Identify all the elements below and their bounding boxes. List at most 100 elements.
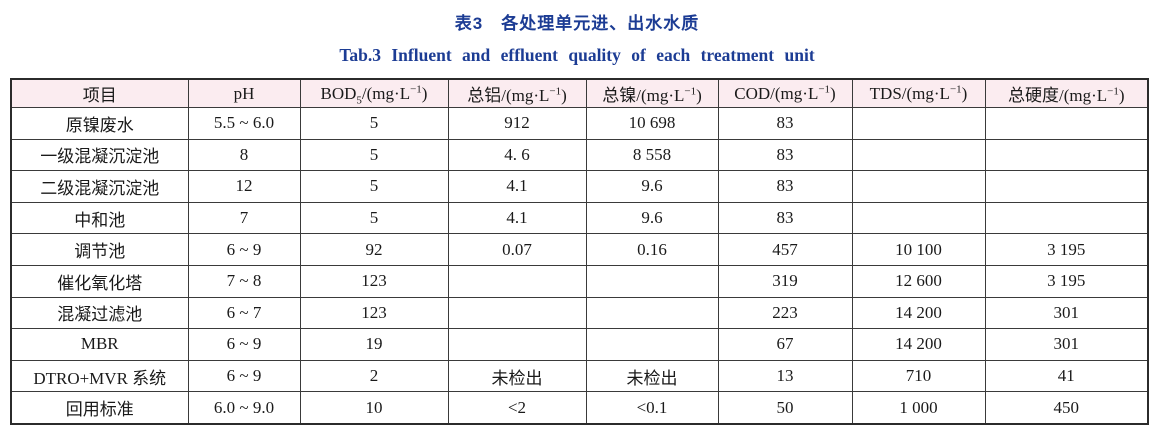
- value-cell: [585, 328, 719, 361]
- value-cell: 5: [299, 138, 449, 172]
- row-label-cell: 催化氧化塔: [10, 264, 189, 298]
- value-cell: 5.5 ~ 6.0: [187, 107, 301, 140]
- value-cell: 5: [299, 201, 449, 235]
- value-cell: 13: [717, 359, 853, 393]
- value-cell: 83: [717, 107, 853, 140]
- table-row: DTRO+MVR 系统 6 ~ 9 2 未检出 未检出 13 710 41: [10, 359, 1149, 393]
- table-row: MBR 6 ~ 9 19 67 14 200 301: [10, 328, 1149, 361]
- value-cell: 12 600: [851, 264, 986, 298]
- value-cell: 92: [299, 233, 449, 266]
- row-label-cell: 一级混凝沉淀池: [10, 138, 189, 172]
- value-cell: 6 ~ 9: [187, 359, 301, 393]
- value-cell: [851, 170, 986, 203]
- row-label-cell: DTRO+MVR 系统: [10, 359, 189, 393]
- value-cell: 50: [717, 391, 853, 425]
- table-row: 调节池 6 ~ 9 92 0.07 0.16 457 10 100 3 195: [10, 233, 1149, 266]
- table-row: 混凝过滤池 6 ~ 7 123 223 14 200 301: [10, 296, 1149, 330]
- value-cell: [851, 138, 986, 172]
- value-cell: 450: [984, 391, 1149, 425]
- value-cell: 9.6: [585, 170, 719, 203]
- value-cell: 0.16: [585, 233, 719, 266]
- value-cell: 5: [299, 170, 449, 203]
- value-cell: 6 ~ 9: [187, 328, 301, 361]
- table-row: 催化氧化塔 7 ~ 8 123 319 12 600 3 195: [10, 264, 1149, 298]
- column-header: 总镍/(mg·L−1): [585, 78, 719, 108]
- value-cell: 301: [984, 328, 1149, 361]
- value-cell: 83: [717, 170, 853, 203]
- value-cell: 8 558: [585, 138, 719, 172]
- value-cell: 457: [717, 233, 853, 266]
- value-cell: 7 ~ 8: [187, 264, 301, 298]
- value-cell: 123: [299, 296, 449, 330]
- value-cell: <0.1: [585, 391, 719, 425]
- value-cell: [447, 264, 587, 298]
- value-cell: [851, 107, 986, 140]
- value-cell: [585, 264, 719, 298]
- value-cell: 912: [447, 107, 587, 140]
- value-cell: 9.6: [585, 201, 719, 235]
- value-cell: [585, 296, 719, 330]
- value-cell: <2: [447, 391, 587, 425]
- value-cell: 3 195: [984, 264, 1149, 298]
- value-cell: 6 ~ 9: [187, 233, 301, 266]
- value-cell: 10 698: [585, 107, 719, 140]
- value-cell: 223: [717, 296, 853, 330]
- value-cell: 83: [717, 138, 853, 172]
- value-cell: 未检出: [447, 359, 587, 393]
- value-cell: [447, 296, 587, 330]
- table-caption-english: Tab.3 Influent and effluent quality of e…: [339, 45, 815, 65]
- value-cell: [984, 170, 1149, 203]
- value-cell: 10: [299, 391, 449, 425]
- water-quality-table: 项目 pH BOD5/(mg·L−1) 总铝/(mg·L−1) 总镍/(mg·L−1) C…: [10, 78, 1149, 425]
- table-header-row: 项目 pH BOD5/(mg·L−1) 总铝/(mg·L−1) 总镍/(mg·L−1) C…: [10, 78, 1149, 108]
- value-cell: 123: [299, 264, 449, 298]
- column-header: pH: [187, 78, 301, 108]
- row-label-cell: 混凝过滤池: [10, 296, 189, 330]
- row-label-cell: 二级混凝沉淀池: [10, 170, 189, 203]
- value-cell: [851, 201, 986, 235]
- column-header: COD/(mg·L−1): [717, 78, 853, 108]
- column-header: BOD5/(mg·L−1): [299, 78, 449, 108]
- value-cell: 4.1: [447, 201, 587, 235]
- table-row: 回用标准 6.0 ~ 9.0 10 <2 <0.1 50 1 000 450: [10, 391, 1149, 425]
- row-label-cell: 原镍废水: [10, 107, 189, 140]
- column-header: TDS/(mg·L−1): [851, 78, 986, 108]
- row-label-cell: 回用标准: [10, 391, 189, 425]
- value-cell: 67: [717, 328, 853, 361]
- value-cell: 12: [187, 170, 301, 203]
- value-cell: 710: [851, 359, 986, 393]
- value-cell: 4.1: [447, 170, 587, 203]
- value-cell: [984, 107, 1149, 140]
- row-label-cell: MBR: [10, 328, 189, 361]
- value-cell: [984, 138, 1149, 172]
- value-cell: 83: [717, 201, 853, 235]
- value-cell: 6.0 ~ 9.0: [187, 391, 301, 425]
- value-cell: 未检出: [585, 359, 719, 393]
- value-cell: 3 195: [984, 233, 1149, 266]
- value-cell: 19: [299, 328, 449, 361]
- row-label-cell: 调节池: [10, 233, 189, 266]
- value-cell: 0.07: [447, 233, 587, 266]
- value-cell: 7: [187, 201, 301, 235]
- value-cell: 14 200: [851, 328, 986, 361]
- value-cell: 10 100: [851, 233, 986, 266]
- column-header: 总铝/(mg·L−1): [447, 78, 587, 108]
- table-row: 中和池 7 5 4.1 9.6 83: [10, 201, 1149, 235]
- column-header: 总硬度/(mg·L−1): [984, 78, 1149, 108]
- table-row: 原镍废水 5.5 ~ 6.0 5 912 10 698 83: [10, 107, 1149, 140]
- value-cell: 6 ~ 7: [187, 296, 301, 330]
- value-cell: 301: [984, 296, 1149, 330]
- table-caption-chinese: 表3 各处理单元进、出水水质: [454, 14, 700, 33]
- value-cell: 4. 6: [447, 138, 587, 172]
- value-cell: 5: [299, 107, 449, 140]
- column-header: 项目: [10, 78, 189, 108]
- value-cell: 14 200: [851, 296, 986, 330]
- value-cell: 319: [717, 264, 853, 298]
- value-cell: 8: [187, 138, 301, 172]
- value-cell: 1 000: [851, 391, 986, 425]
- row-label-cell: 中和池: [10, 201, 189, 235]
- value-cell: [447, 328, 587, 361]
- value-cell: 2: [299, 359, 449, 393]
